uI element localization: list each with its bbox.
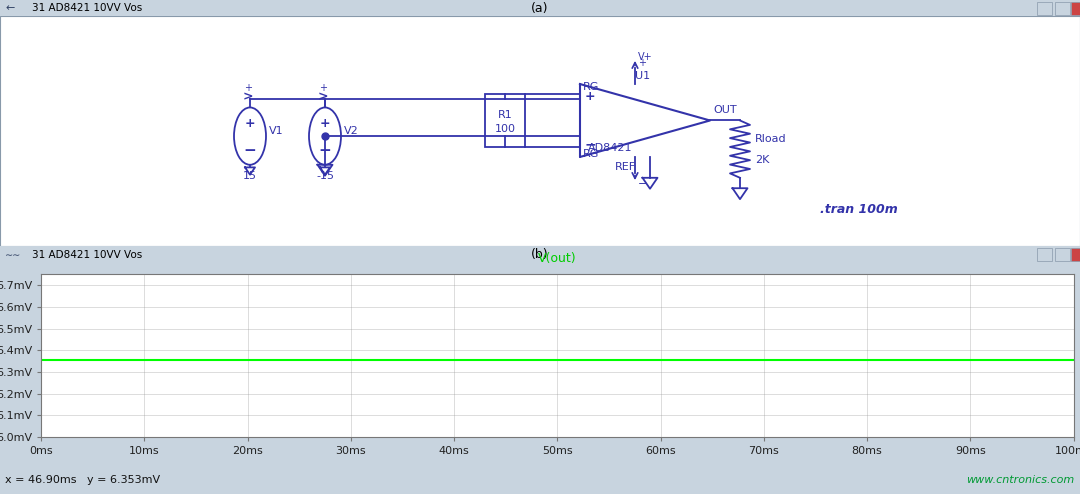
Text: -15: -15 — [316, 171, 334, 181]
Bar — [1055, 1, 1070, 15]
Text: +: + — [244, 83, 252, 93]
Text: +: + — [319, 83, 327, 93]
Text: RG: RG — [583, 82, 599, 92]
Text: .tran 100m: .tran 100m — [820, 203, 897, 215]
Text: +: + — [638, 58, 646, 68]
Bar — [1071, 1, 1080, 15]
Bar — [1037, 1, 1052, 15]
Text: Rload: Rload — [755, 134, 786, 144]
Text: 100: 100 — [495, 124, 515, 134]
Text: (a): (a) — [531, 1, 549, 15]
Text: −: − — [244, 143, 256, 158]
Text: V+: V+ — [638, 52, 652, 62]
Text: +: + — [584, 90, 595, 103]
Text: ←: ← — [5, 3, 15, 13]
Text: (b): (b) — [531, 248, 549, 261]
Ellipse shape — [234, 108, 266, 165]
Text: OUT: OUT — [713, 105, 737, 115]
Text: −: − — [584, 137, 596, 152]
Text: 31 AD8421 10VV Vos: 31 AD8421 10VV Vos — [32, 249, 143, 260]
Text: AD8421: AD8421 — [588, 143, 632, 154]
Text: www.cntronics.com: www.cntronics.com — [967, 475, 1075, 486]
Text: R1: R1 — [498, 110, 512, 120]
Text: 31 AD8421 10VV Vos: 31 AD8421 10VV Vos — [32, 3, 143, 13]
Text: >: > — [318, 90, 328, 103]
Text: 2K: 2K — [755, 155, 769, 165]
Text: 15: 15 — [243, 171, 257, 181]
Bar — [1037, 248, 1052, 261]
Ellipse shape — [309, 108, 341, 165]
Text: RG: RG — [583, 149, 599, 159]
Text: −: − — [638, 179, 647, 189]
Text: REF: REF — [615, 163, 636, 172]
Bar — [1055, 248, 1070, 261]
Text: U1: U1 — [635, 71, 650, 81]
Text: +: + — [245, 117, 255, 130]
Text: x = 46.90ms   y = 6.353mV: x = 46.90ms y = 6.353mV — [5, 475, 161, 486]
Text: V(out): V(out) — [538, 252, 577, 265]
Text: >: > — [243, 90, 253, 103]
Text: +: + — [320, 117, 330, 130]
Text: V2: V2 — [345, 126, 359, 136]
Text: ∼∼: ∼∼ — [5, 249, 22, 260]
Bar — [1071, 248, 1080, 261]
Bar — [485, 94, 525, 147]
Text: V1: V1 — [269, 126, 284, 136]
Text: −: − — [319, 143, 332, 158]
